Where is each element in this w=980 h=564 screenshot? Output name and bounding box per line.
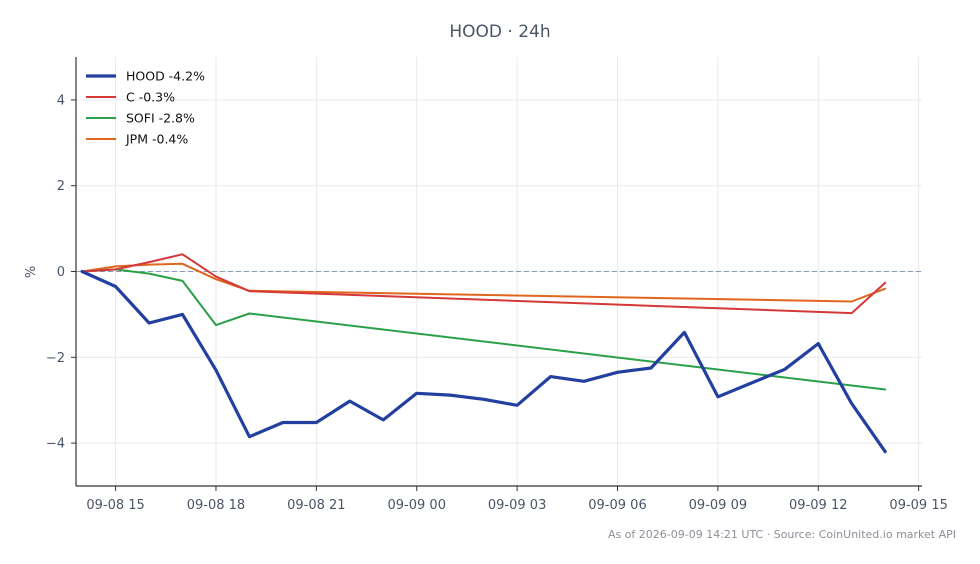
legend-label: C -0.3%: [126, 90, 175, 105]
legend-label: JPM -0.4%: [125, 132, 188, 147]
axes: [71, 57, 922, 491]
x-tick-label: 09-09 00: [388, 498, 446, 513]
x-tick-label: 09-08 21: [287, 498, 345, 513]
x-tick-label: 09-09 12: [789, 498, 847, 513]
grid: [76, 57, 922, 486]
y-tick-label: −2: [46, 351, 65, 366]
x-tick-label: 09-08 18: [187, 498, 245, 513]
legend-label: HOOD -4.2%: [126, 69, 205, 84]
y-axis-label: %: [24, 266, 39, 278]
series-line-jpm: [81, 262, 887, 303]
y-tick-label: −4: [46, 437, 65, 452]
x-tick-label: 09-09 09: [689, 498, 747, 513]
legend-label: SOFI -2.8%: [126, 111, 195, 126]
y-tick-label: 2: [57, 179, 65, 194]
y-tick-label: 0: [57, 265, 65, 280]
legend: HOOD -4.2% C -0.3% SOFI -2.8% JPM -0.4%: [86, 69, 205, 147]
footer-source: As of 2026-09-09 14:21 UTC · Source: Coi…: [608, 528, 956, 541]
series-lines: [80, 253, 887, 454]
chart-title: HOOD · 24h: [449, 22, 550, 42]
x-tick-label: 09-09 06: [588, 498, 646, 513]
series-line-hood: [80, 269, 887, 454]
series-line-sofi: [81, 268, 887, 391]
tick-labels: 09-08 15 09-08 18 09-08 21 09-09 00 09-09 03…: [46, 93, 948, 513]
series-line-c: [81, 253, 887, 315]
x-tick-label: 09-09 03: [488, 498, 546, 513]
y-tick-label: 4: [57, 93, 65, 108]
x-tick-label: 09-09 15: [889, 498, 947, 513]
x-tick-label: 09-08 15: [86, 498, 144, 513]
